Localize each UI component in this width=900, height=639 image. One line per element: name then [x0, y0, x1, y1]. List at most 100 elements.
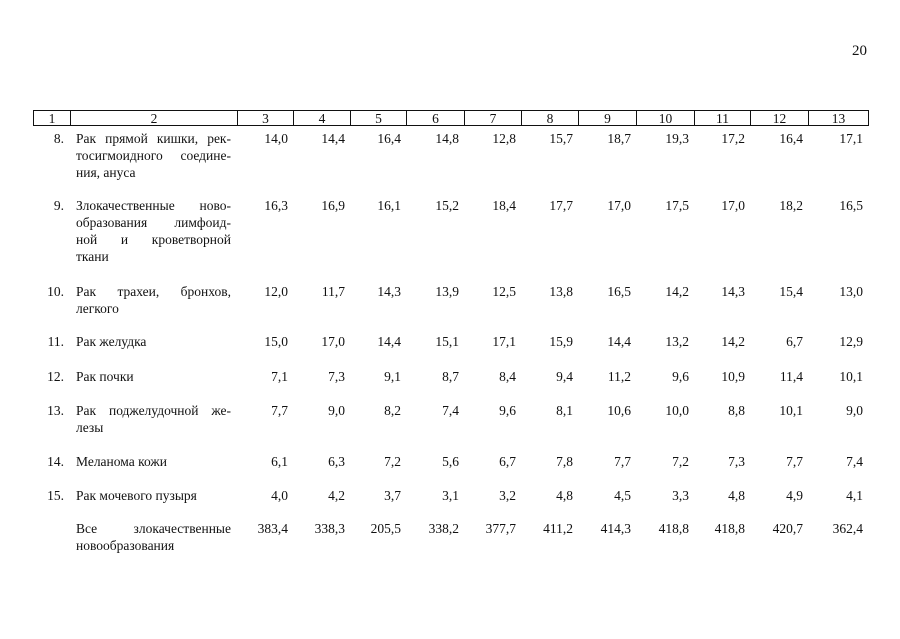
header-cell: 9: [578, 110, 637, 126]
header-cell: 13: [808, 110, 869, 126]
cell-value: 7,7: [614, 454, 631, 469]
cell-value: 11,4: [779, 369, 803, 384]
cell-value: 5,6: [442, 454, 459, 469]
cell-value: 13,2: [665, 334, 689, 349]
cell-value: 7,8: [556, 454, 573, 469]
cell-value: 13,0: [839, 284, 863, 299]
row-name: образования лимфоид-: [76, 215, 231, 230]
cell-value: 4,8: [728, 488, 745, 503]
header-cell: 3: [237, 110, 294, 126]
cell-value: 7,3: [728, 454, 745, 469]
row-name: ткани: [76, 249, 109, 264]
cell-value: 16,9: [321, 198, 345, 213]
cell-value: 11,7: [321, 284, 345, 299]
cell-value: 15,9: [549, 334, 573, 349]
cell-value: 7,7: [786, 454, 803, 469]
row-name: Рак трахеи, бронхов,: [76, 284, 231, 299]
header-cell: 4: [293, 110, 351, 126]
cell-value: 14,8: [435, 131, 459, 146]
cell-value: 17,1: [839, 131, 863, 146]
cell-value: 7,4: [442, 403, 459, 418]
cell-value: 17,1: [492, 334, 516, 349]
cell-value: 17,2: [721, 131, 745, 146]
cell-value: 9,6: [672, 369, 689, 384]
cell-value: 8,8: [728, 403, 745, 418]
cell-value: 14,4: [321, 131, 345, 146]
cell-value: 7,2: [672, 454, 689, 469]
cell-value: 17,0: [721, 198, 745, 213]
cell-value: 17,0: [321, 334, 345, 349]
cell-value: 6,1: [271, 454, 288, 469]
cell-value: 8,7: [442, 369, 459, 384]
cell-value: 16,4: [377, 131, 401, 146]
cell-value: 414,3: [600, 521, 631, 536]
cell-value: 4,2: [328, 488, 345, 503]
cell-value: 18,7: [607, 131, 631, 146]
row-number: 9.: [53, 198, 64, 213]
cell-value: 3,3: [672, 488, 689, 503]
cell-value: 14,4: [607, 334, 631, 349]
cell-value: 4,8: [556, 488, 573, 503]
cell-value: 6,7: [499, 454, 516, 469]
row-number: 15.: [47, 488, 64, 503]
header-cell: 6: [406, 110, 465, 126]
row-name: Злокачественные ново-: [76, 198, 231, 213]
cell-value: 14,2: [721, 334, 745, 349]
row-number: 14.: [47, 454, 64, 469]
row-number: 12.: [47, 369, 64, 384]
cell-value: 14,2: [665, 284, 689, 299]
cell-value: 4,5: [614, 488, 631, 503]
row-name: легкого: [76, 301, 119, 316]
row-number: 13.: [47, 403, 64, 418]
header-cell: 1: [33, 110, 71, 126]
cell-value: 418,8: [658, 521, 689, 536]
cell-value: 8,1: [556, 403, 573, 418]
cell-value: 15,4: [779, 284, 803, 299]
cell-value: 3,2: [499, 488, 516, 503]
row-name: Рак поджелудочной же-: [76, 403, 231, 418]
cell-value: 18,2: [779, 198, 803, 213]
cell-value: 3,7: [384, 488, 401, 503]
row-number: 8.: [53, 131, 64, 146]
cell-value: 377,7: [485, 521, 516, 536]
cell-value: 15,2: [435, 198, 459, 213]
cell-value: 19,3: [665, 131, 689, 146]
cell-value: 383,4: [257, 521, 288, 536]
cell-value: 13,9: [435, 284, 459, 299]
cell-value: 6,3: [328, 454, 345, 469]
row-name: тосигмоидного соедине-: [76, 148, 231, 163]
cell-value: 338,2: [428, 521, 459, 536]
cell-value: 17,7: [549, 198, 573, 213]
cell-value: 7,1: [271, 369, 288, 384]
cell-value: 10,1: [839, 369, 863, 384]
cell-value: 15,0: [264, 334, 288, 349]
cell-value: 9,4: [556, 369, 573, 384]
cell-value: 10,0: [665, 403, 689, 418]
row-name: Рак желудка: [76, 334, 147, 349]
cell-value: 18,4: [492, 198, 516, 213]
cell-value: 9,0: [846, 403, 863, 418]
row-name: Рак прямой кишки, рек-: [76, 131, 231, 146]
cell-value: 13,8: [549, 284, 573, 299]
cell-value: 15,7: [549, 131, 573, 146]
header-cell: 10: [636, 110, 695, 126]
cell-value: 418,8: [714, 521, 745, 536]
row-name: новообразования: [76, 538, 175, 553]
row-name: Меланома кожи: [76, 454, 167, 469]
row-name: Все злокачественные: [76, 521, 231, 536]
cell-value: 10,1: [779, 403, 803, 418]
cell-value: 8,4: [499, 369, 516, 384]
cell-value: 10,6: [607, 403, 631, 418]
header-cell: 7: [464, 110, 522, 126]
cell-value: 9,0: [328, 403, 345, 418]
cell-value: 16,1: [377, 198, 401, 213]
cell-value: 15,1: [435, 334, 459, 349]
cell-value: 4,1: [846, 488, 863, 503]
cell-value: 16,5: [839, 198, 863, 213]
cell-value: 12,5: [492, 284, 516, 299]
cell-value: 12,8: [492, 131, 516, 146]
cell-value: 205,5: [370, 521, 401, 536]
cell-value: 3,1: [442, 488, 459, 503]
cell-value: 338,3: [314, 521, 345, 536]
